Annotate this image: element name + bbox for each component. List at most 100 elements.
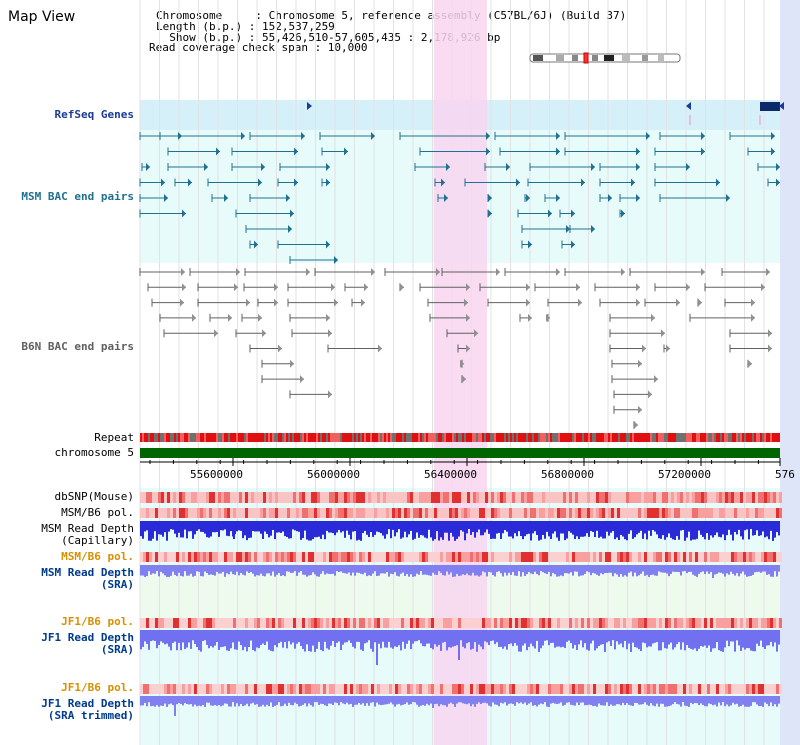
read-depth-bar	[214, 529, 216, 533]
read-depth-bar	[330, 640, 332, 646]
heat-cell	[374, 684, 377, 694]
msm-read-depth-sra-label[interactable]: MSM Read Depth	[41, 566, 134, 579]
read-depth-bar	[682, 529, 684, 530]
heat-cell	[173, 492, 176, 503]
heat-cell	[491, 618, 494, 628]
read-depth-bar	[250, 640, 252, 641]
heat-cell	[509, 684, 512, 694]
heat-cell	[251, 492, 254, 503]
repeat-segment	[590, 433, 592, 442]
heat-cell	[485, 552, 488, 562]
read-depth-bar	[704, 529, 706, 540]
dbsnp-label[interactable]: dbSNP(Mouse)	[54, 490, 134, 503]
read-depth-bar	[200, 702, 202, 707]
heat-cell	[209, 684, 212, 694]
read-depth-bar	[304, 571, 306, 575]
heat-cell	[158, 492, 161, 503]
read-depth-bar	[570, 640, 572, 644]
heat-cell	[710, 492, 713, 503]
repeat-segment	[398, 433, 400, 442]
jf1-b6-pol-label[interactable]: JF1/B6 pol.	[61, 615, 134, 628]
read-depth-bar	[494, 640, 496, 645]
heat-cell	[506, 552, 509, 562]
heat-cell	[437, 508, 440, 518]
heat-cell	[593, 552, 596, 562]
jf1-read-depth-sra-label[interactable]: JF1 Read Depth	[41, 631, 134, 644]
heat-cell	[320, 552, 323, 562]
read-depth-bar	[648, 571, 650, 577]
read-depth-bar	[712, 529, 714, 538]
read-depth-bar	[494, 702, 496, 705]
read-depth-bar	[326, 571, 328, 574]
read-depth-bar	[370, 702, 372, 703]
read-depth-bar	[386, 529, 388, 535]
read-depth-bar	[516, 571, 518, 576]
jf1-read-depth-trim-label[interactable]: JF1 Read Depth	[41, 697, 134, 710]
read-depth-bar	[502, 529, 504, 534]
heat-cell	[443, 618, 446, 628]
repeat-segment	[242, 433, 244, 442]
msm-b6-pol-label-2[interactable]: MSM/B6 pol.	[61, 550, 134, 563]
heat-cell	[770, 492, 773, 503]
heat-cell	[353, 552, 356, 562]
heat-cell	[578, 618, 581, 628]
b6n-bac-end	[751, 298, 755, 307]
read-depth-bar	[720, 571, 722, 573]
repeat-segment	[650, 433, 652, 442]
heat-cell	[293, 508, 296, 518]
read-depth-bar	[430, 640, 432, 648]
repeat-segment	[578, 433, 580, 442]
heat-cell	[164, 508, 167, 518]
heat-cell	[605, 552, 608, 562]
read-depth-bar	[356, 529, 358, 541]
msm-b6-pol-label[interactable]: MSM/B6 pol.	[61, 506, 134, 519]
msm-bac-end	[556, 194, 560, 202]
read-depth-bar	[552, 571, 554, 573]
heat-cell	[353, 684, 356, 694]
read-depth-bar	[706, 529, 708, 534]
msm-bac-end	[344, 147, 348, 156]
heat-cell	[230, 552, 233, 562]
heat-cell	[482, 684, 485, 694]
heat-cell	[680, 508, 683, 518]
read-depth-bar	[226, 571, 228, 574]
heat-cell	[380, 492, 383, 503]
read-depth-bar	[440, 571, 442, 573]
heat-cell	[206, 684, 209, 694]
read-depth-bar	[456, 702, 458, 704]
heat-cell	[230, 492, 233, 503]
heat-cell	[212, 508, 215, 518]
read-depth-bar	[754, 571, 756, 573]
heat-cell	[167, 552, 170, 562]
msm-bac-end	[164, 194, 168, 202]
read-depth-bar	[452, 529, 454, 537]
heat-cell	[737, 552, 740, 562]
read-depth-bar	[652, 529, 654, 530]
msm-read-depth-cap-label[interactable]: MSM Read Depth	[41, 522, 134, 535]
read-depth-bar	[708, 571, 710, 574]
refseq-genes-label[interactable]: RefSeq Genes	[54, 108, 134, 121]
heat-cell	[734, 618, 737, 628]
repeat-segment	[302, 433, 304, 442]
jf1-b6-pol-label-2[interactable]: JF1/B6 pol.	[61, 681, 134, 694]
read-depth-bar	[156, 640, 158, 649]
read-depth-bar	[384, 640, 386, 648]
read-depth-bar	[610, 529, 612, 533]
heat-cell	[674, 684, 677, 694]
read-depth-bar	[144, 571, 146, 577]
heat-cell	[215, 492, 218, 503]
read-depth-bar	[470, 571, 472, 576]
read-depth-bar	[414, 529, 416, 539]
read-depth-bar	[562, 640, 564, 647]
read-depth-bar	[554, 702, 556, 704]
read-depth-bar	[456, 529, 458, 539]
heat-cell	[617, 618, 620, 628]
heat-cell	[467, 618, 470, 628]
msm-bac-end	[591, 225, 595, 233]
msm-bac-label[interactable]: MSM BAC end pairs	[21, 190, 134, 203]
b6n-bac-label[interactable]: B6N BAC end pairs	[21, 340, 134, 353]
heat-cell	[497, 508, 500, 518]
read-depth-bar	[266, 529, 268, 534]
read-depth-bar	[352, 571, 354, 573]
